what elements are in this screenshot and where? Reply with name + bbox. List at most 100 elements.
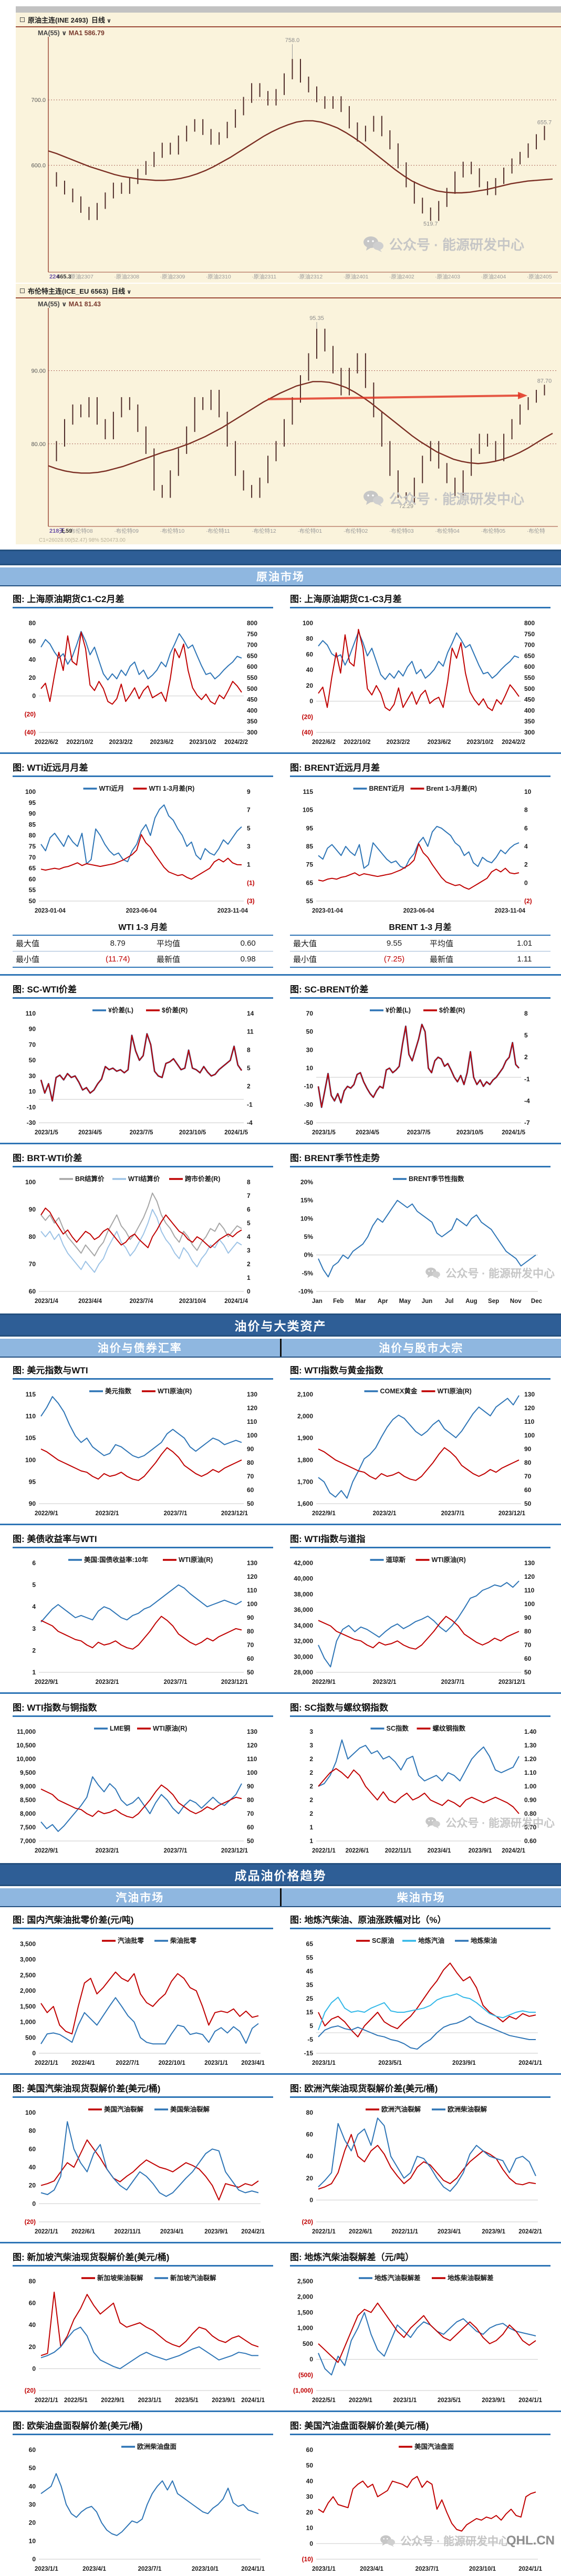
svg-text:2023/7/1: 2023/7/1 xyxy=(164,1848,188,1854)
svg-text:20: 20 xyxy=(29,2519,36,2527)
svg-text:2023/2/2: 2023/2/2 xyxy=(387,739,410,746)
svg-text:May: May xyxy=(399,1298,411,1305)
svg-text:2024/2/1: 2024/2/1 xyxy=(518,2229,542,2235)
svg-text:100: 100 xyxy=(524,1432,535,1439)
svg-text:40: 40 xyxy=(306,666,314,674)
svg-text:-4: -4 xyxy=(247,1119,253,1126)
svg-text:2023/4/1: 2023/4/1 xyxy=(82,2566,106,2572)
svg-text:110: 110 xyxy=(524,1418,535,1425)
svg-text:2023/12/1: 2023/12/1 xyxy=(221,1679,248,1685)
svg-text:5: 5 xyxy=(309,2022,313,2030)
svg-text:80: 80 xyxy=(29,1233,36,1240)
svg-text:(20): (20) xyxy=(25,710,36,718)
chart-canvas: 3322222111.401.301.201.101.000.900.800.7… xyxy=(290,1719,545,1857)
svg-text:2,000: 2,000 xyxy=(297,2293,313,2301)
svg-text:SC指数: SC指数 xyxy=(387,1724,409,1732)
svg-text:70: 70 xyxy=(247,1810,254,1817)
svg-text:WTI结算价: WTI结算价 xyxy=(128,1175,160,1183)
ma-dropdown[interactable]: MA(55) ∨ xyxy=(38,29,69,37)
svg-text:7: 7 xyxy=(247,806,251,814)
svg-text:2023/2/1: 2023/2/1 xyxy=(373,1511,397,1517)
terminal-status-line: C1=26028.00(52.47) 98% 520473.00 xyxy=(16,537,561,544)
svg-text:2: 2 xyxy=(309,1796,313,1804)
svg-text:600: 600 xyxy=(524,663,535,670)
svg-text:0.90: 0.90 xyxy=(524,1796,537,1804)
chart-title: 图: 欧洲汽柴油现货裂解价差(美元/桶) xyxy=(290,2081,550,2098)
svg-text:1.00: 1.00 xyxy=(524,1783,537,1790)
svg-text:300: 300 xyxy=(247,729,257,736)
svg-text:130: 130 xyxy=(247,1559,257,1567)
chart-title: 图: BRT-WTI价差 xyxy=(13,1151,273,1167)
svg-text:2022/9/1: 2022/9/1 xyxy=(312,1679,336,1685)
svg-text:20%: 20% xyxy=(300,1178,313,1186)
svg-text:0: 0 xyxy=(309,2540,313,2547)
svg-text:美国汽油盘面: 美国汽油盘面 xyxy=(414,2443,454,2450)
svg-text:750: 750 xyxy=(524,630,535,638)
terminal-header-sc: 原油主连(INE 2493) 日线 ∨ xyxy=(16,13,561,27)
svg-text:2022/6/1: 2022/6/1 xyxy=(349,2229,372,2235)
terminal-screenshots: 原油主连(INE 2493) 日线 ∨ MA(55) ∨ MA1 586.79 … xyxy=(0,0,561,544)
svg-text:20: 20 xyxy=(29,674,36,681)
svg-text:·布伦特01: ·布伦特01 xyxy=(297,527,322,534)
svg-text:2023/12/1: 2023/12/1 xyxy=(221,1848,248,1854)
period-dropdown[interactable]: 日线 ∨ xyxy=(111,286,131,296)
svg-text:110: 110 xyxy=(247,1755,257,1763)
chart-title: 图: 欧柴油盘面裂解价差(美元/桶) xyxy=(13,2418,273,2435)
svg-text:3: 3 xyxy=(309,1728,313,1735)
terminal-header-brent: 布伦特主连(ICE_EU 6563) 日线 ∨ xyxy=(16,284,561,298)
chart-canvas: 806040200(20)(40)80075070065060055050045… xyxy=(13,611,268,748)
svg-text:·原油2310: ·原油2310 xyxy=(206,273,231,280)
svg-text:2022/10/2: 2022/10/2 xyxy=(344,739,370,746)
svg-text:SC原油: SC原油 xyxy=(372,1937,394,1944)
svg-text:2023/4/1: 2023/4/1 xyxy=(360,2566,383,2572)
svg-text:2,100: 2,100 xyxy=(297,1391,313,1398)
svg-text:0%: 0% xyxy=(304,1251,314,1259)
svg-text:70: 70 xyxy=(29,1260,36,1268)
svg-text:100: 100 xyxy=(247,1769,257,1776)
period-dropdown[interactable]: 日线 ∨ xyxy=(91,15,111,25)
svg-text:¥价差(L): ¥价差(L) xyxy=(386,1006,411,1014)
svg-text:2023/7/1: 2023/7/1 xyxy=(441,1511,465,1517)
svg-text:(40): (40) xyxy=(25,729,36,736)
svg-text:1,000: 1,000 xyxy=(20,2019,36,2026)
svg-text:28,000: 28,000 xyxy=(294,1669,313,1676)
svg-text:30: 30 xyxy=(29,2501,36,2508)
svg-text:地炼柴油: 地炼柴油 xyxy=(471,1937,497,1944)
svg-text:-10: -10 xyxy=(27,1103,36,1111)
svg-text:50: 50 xyxy=(29,2465,36,2472)
svg-text:650: 650 xyxy=(524,652,535,659)
svg-text:2: 2 xyxy=(524,861,528,868)
svg-text:300: 300 xyxy=(524,729,535,736)
svg-text:9,500: 9,500 xyxy=(20,1769,36,1776)
svg-text:2023/4/1: 2023/4/1 xyxy=(438,2229,461,2235)
ma-dropdown[interactable]: MA(55) ∨ xyxy=(38,301,69,308)
svg-text:40,000: 40,000 xyxy=(294,1575,313,1582)
svg-text:跨市价差(R): 跨市价差(R) xyxy=(185,1175,220,1183)
svg-text:2023-11-04: 2023-11-04 xyxy=(495,908,526,914)
svg-text:2023/5/1: 2023/5/1 xyxy=(438,2397,461,2404)
svg-text:2024/1/1: 2024/1/1 xyxy=(518,2397,542,2404)
svg-text:(20): (20) xyxy=(302,2218,313,2226)
svg-text:60: 60 xyxy=(29,2300,36,2307)
svg-text:1,000: 1,000 xyxy=(297,2324,313,2332)
svg-text:(20): (20) xyxy=(25,2218,36,2226)
svg-text:2024/2/2: 2024/2/2 xyxy=(224,739,248,746)
svg-text:50: 50 xyxy=(247,1669,254,1676)
svg-text:地炼汽油裂解差: 地炼汽油裂解差 xyxy=(375,2274,421,2282)
svg-text:(1,000): (1,000) xyxy=(293,2387,313,2394)
svg-text:60: 60 xyxy=(247,1824,254,1831)
svg-text:0: 0 xyxy=(309,2356,313,2363)
svg-text:100: 100 xyxy=(247,1432,257,1439)
